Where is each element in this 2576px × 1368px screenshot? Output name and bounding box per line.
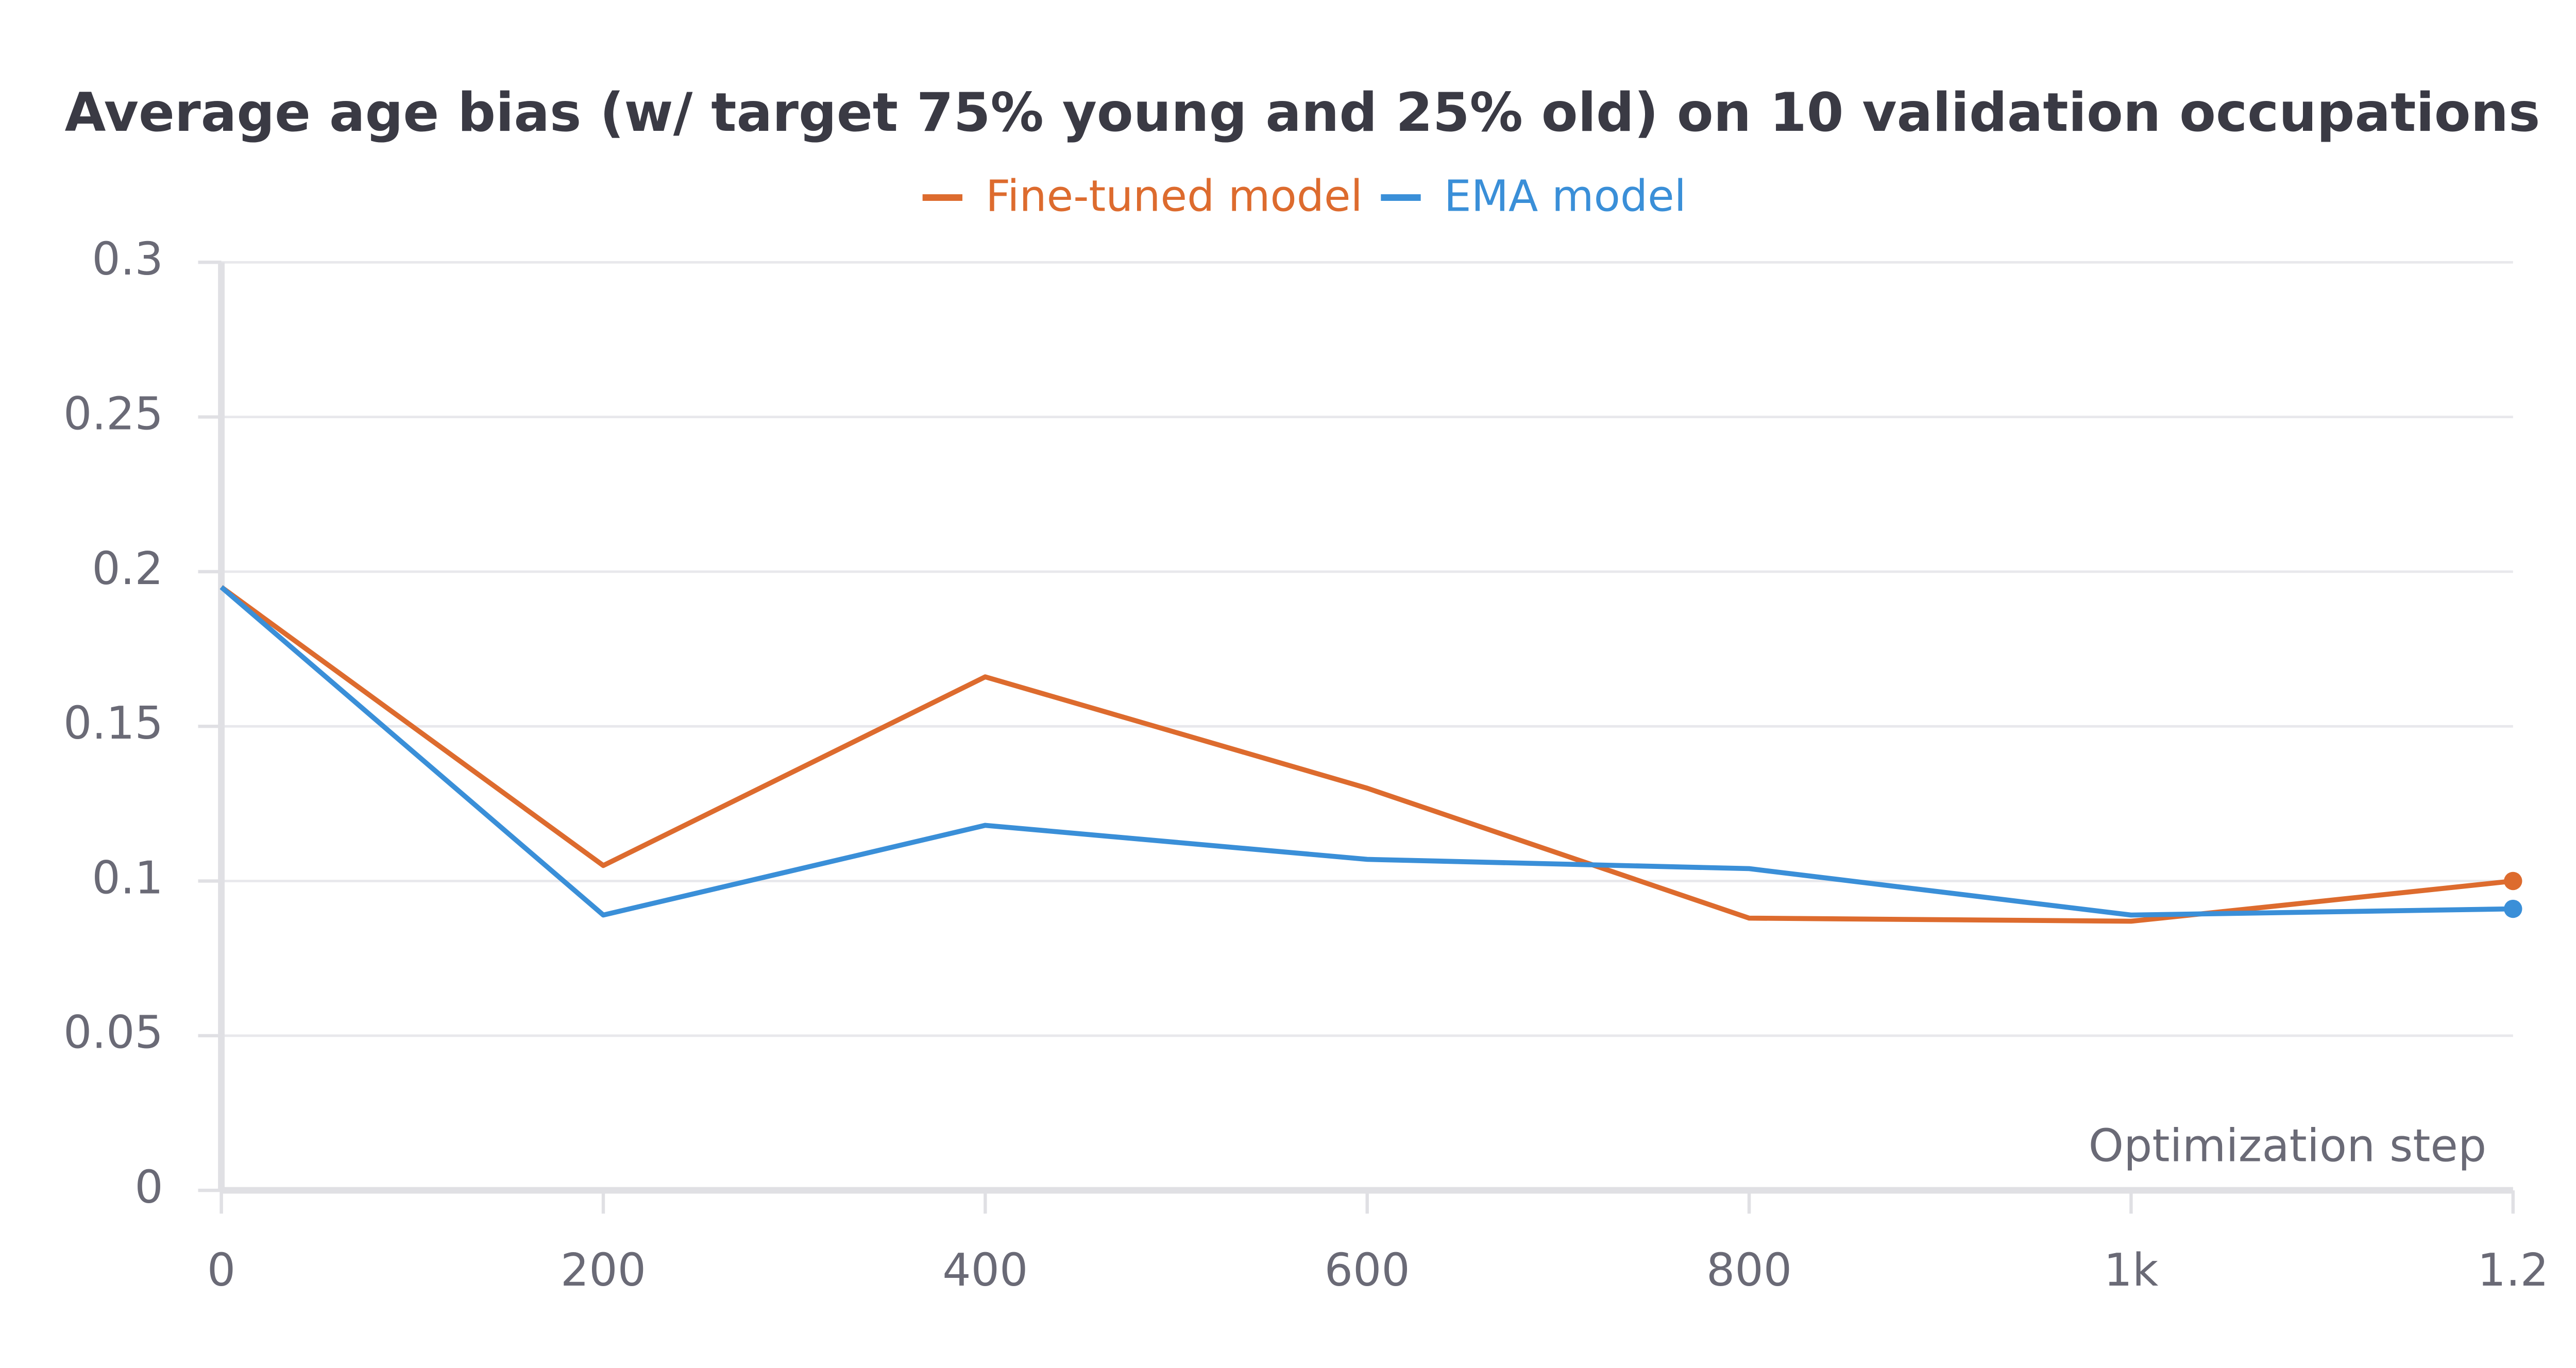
series-line [219,585,2514,924]
x-tick-label: 200 [561,1244,646,1296]
x-tick-label: 0 [207,1244,235,1296]
x-tick-label: 1.2 [2478,1244,2549,1296]
y-tick-label: 0.3 [92,233,163,285]
x-tick-label: 800 [1706,1244,1792,1296]
y-tick-label: 0.15 [63,697,163,749]
end-point [2504,899,2522,918]
y-tick-label: 0.25 [63,388,163,440]
y-tick-label: 0.05 [63,1006,163,1059]
legend-label: Fine-tuned model [986,171,1363,221]
y-tick-label: 0 [134,1161,163,1213]
end-point [2504,871,2522,891]
y-tick-label: 0.1 [92,851,163,904]
y-tick-label: 0.2 [92,542,163,595]
legend-label: EMA model [1444,171,1686,221]
chart-title: Average age bias (w/ target 75% young an… [65,82,2540,144]
x-tick-label: 600 [1325,1244,1410,1296]
series-line [219,585,2513,918]
x-tick-label: 1k [2104,1244,2159,1296]
x-axis-label: Optimization step [2089,1119,2487,1172]
x-tick-label: 400 [942,1244,1028,1296]
